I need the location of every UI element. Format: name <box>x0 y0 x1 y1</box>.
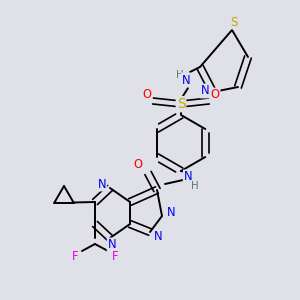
Text: O: O <box>211 88 220 101</box>
Text: N: N <box>98 178 106 190</box>
Text: F: F <box>72 250 78 263</box>
Text: H: H <box>176 70 184 80</box>
Text: N: N <box>182 74 190 86</box>
Text: N: N <box>108 238 116 251</box>
Text: N: N <box>201 85 209 98</box>
Text: F: F <box>112 250 118 263</box>
Text: H: H <box>191 181 199 191</box>
Text: N: N <box>154 230 162 244</box>
Text: O: O <box>134 158 142 172</box>
Text: N: N <box>184 170 192 184</box>
Text: N: N <box>167 206 175 218</box>
Text: O: O <box>142 88 152 101</box>
Text: S: S <box>230 16 238 28</box>
Text: S: S <box>177 97 185 111</box>
